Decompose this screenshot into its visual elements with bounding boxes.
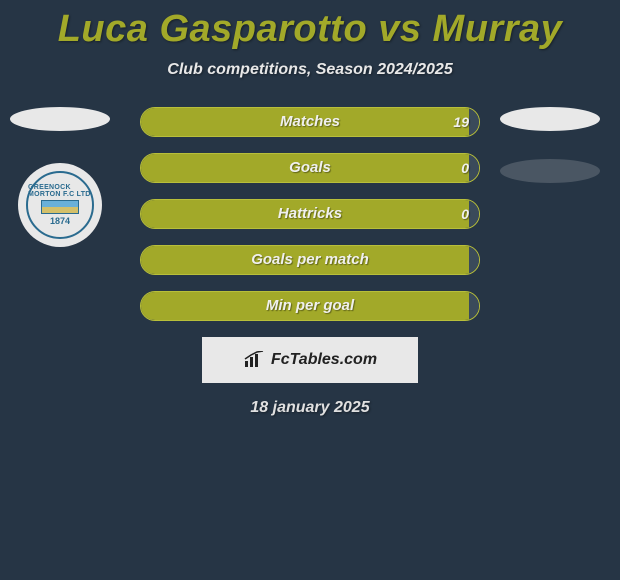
stat-bar: Goals0	[140, 153, 480, 183]
subtitle: Club competitions, Season 2024/2025	[0, 61, 620, 79]
player-right-placeholder	[500, 107, 600, 131]
comparison-content: GREENOCK MORTON F.C LTD 1874 Matches19 Go…	[0, 107, 620, 417]
stat-bar-label: Matches	[141, 108, 479, 136]
club-badge: GREENOCK MORTON F.C LTD 1874	[18, 163, 102, 247]
stat-bar-right-value: 0	[461, 200, 469, 228]
title: Luca Gasparotto vs Murray	[0, 0, 620, 51]
stat-bar: Goals per match	[140, 245, 480, 275]
stat-bar-label: Goals per match	[141, 246, 479, 274]
club-badge-inner: GREENOCK MORTON F.C LTD 1874	[26, 171, 94, 239]
stat-bar-right-value: 19	[453, 108, 469, 136]
stat-bar-label: Hattricks	[141, 200, 479, 228]
footer-brand-text: FcTables.com	[271, 351, 377, 369]
chart-icon	[243, 351, 265, 369]
stat-bar-label: Goals	[141, 154, 479, 182]
player-left-placeholder	[10, 107, 110, 131]
club-badge-text: GREENOCK MORTON F.C LTD	[28, 184, 92, 198]
stat-bar: Matches19	[140, 107, 480, 137]
comparison-bars: Matches19Goals0Hattricks0Goals per match…	[140, 107, 480, 321]
club-badge-shield	[41, 200, 79, 214]
stat-bar-right-value: 0	[461, 154, 469, 182]
stat-bar: Min per goal	[140, 291, 480, 321]
footer-brand-box: FcTables.com	[202, 337, 418, 383]
date-text: 18 january 2025	[0, 399, 620, 417]
stat-bar: Hattricks0	[140, 199, 480, 229]
stat-bar-label: Min per goal	[141, 292, 479, 320]
player-right-placeholder-shadow	[500, 159, 600, 183]
club-badge-year: 1874	[50, 216, 70, 226]
